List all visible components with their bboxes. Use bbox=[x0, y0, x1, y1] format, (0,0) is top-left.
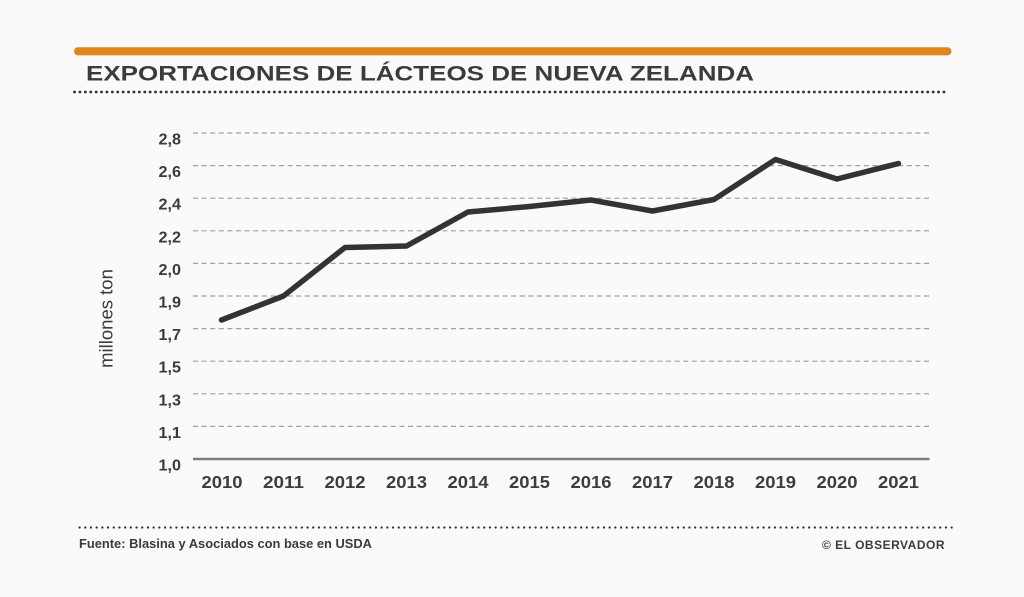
svg-text:© EL OBSERVADOR: © EL OBSERVADOR bbox=[822, 538, 945, 552]
svg-text:2019: 2019 bbox=[755, 472, 796, 492]
svg-text:2014: 2014 bbox=[448, 472, 489, 492]
svg-text:1,1: 1,1 bbox=[159, 425, 182, 442]
svg-text:2012: 2012 bbox=[325, 472, 366, 492]
svg-text:1,0: 1,0 bbox=[159, 458, 182, 475]
svg-text:2,6: 2,6 bbox=[159, 164, 182, 181]
svg-text:2,2: 2,2 bbox=[159, 229, 182, 246]
svg-text:2017: 2017 bbox=[632, 472, 673, 492]
svg-text:2011: 2011 bbox=[263, 472, 304, 492]
svg-text:2016: 2016 bbox=[571, 472, 612, 492]
svg-text:EXPORTACIONES DE LÁCTEOS DE NU: EXPORTACIONES DE LÁCTEOS DE NUEVA ZELAND… bbox=[86, 61, 754, 86]
svg-text:2015: 2015 bbox=[509, 472, 550, 492]
svg-text:1,5: 1,5 bbox=[159, 360, 182, 377]
svg-text:Fuente: Blasina y Asociados co: Fuente: Blasina y Asociados con base en … bbox=[79, 537, 372, 551]
svg-text:1,3: 1,3 bbox=[159, 392, 182, 409]
svg-text:millones ton: millones ton bbox=[96, 269, 117, 368]
svg-text:2,0: 2,0 bbox=[159, 262, 182, 279]
svg-text:2,4: 2,4 bbox=[159, 197, 182, 214]
svg-text:2018: 2018 bbox=[694, 472, 735, 492]
svg-text:2,8: 2,8 bbox=[159, 132, 182, 149]
svg-text:1,7: 1,7 bbox=[159, 327, 182, 344]
svg-text:2021: 2021 bbox=[878, 472, 919, 492]
svg-text:1,9: 1,9 bbox=[159, 295, 182, 312]
svg-text:2013: 2013 bbox=[386, 472, 427, 492]
svg-text:2020: 2020 bbox=[817, 472, 858, 492]
svg-text:2010: 2010 bbox=[202, 472, 243, 492]
